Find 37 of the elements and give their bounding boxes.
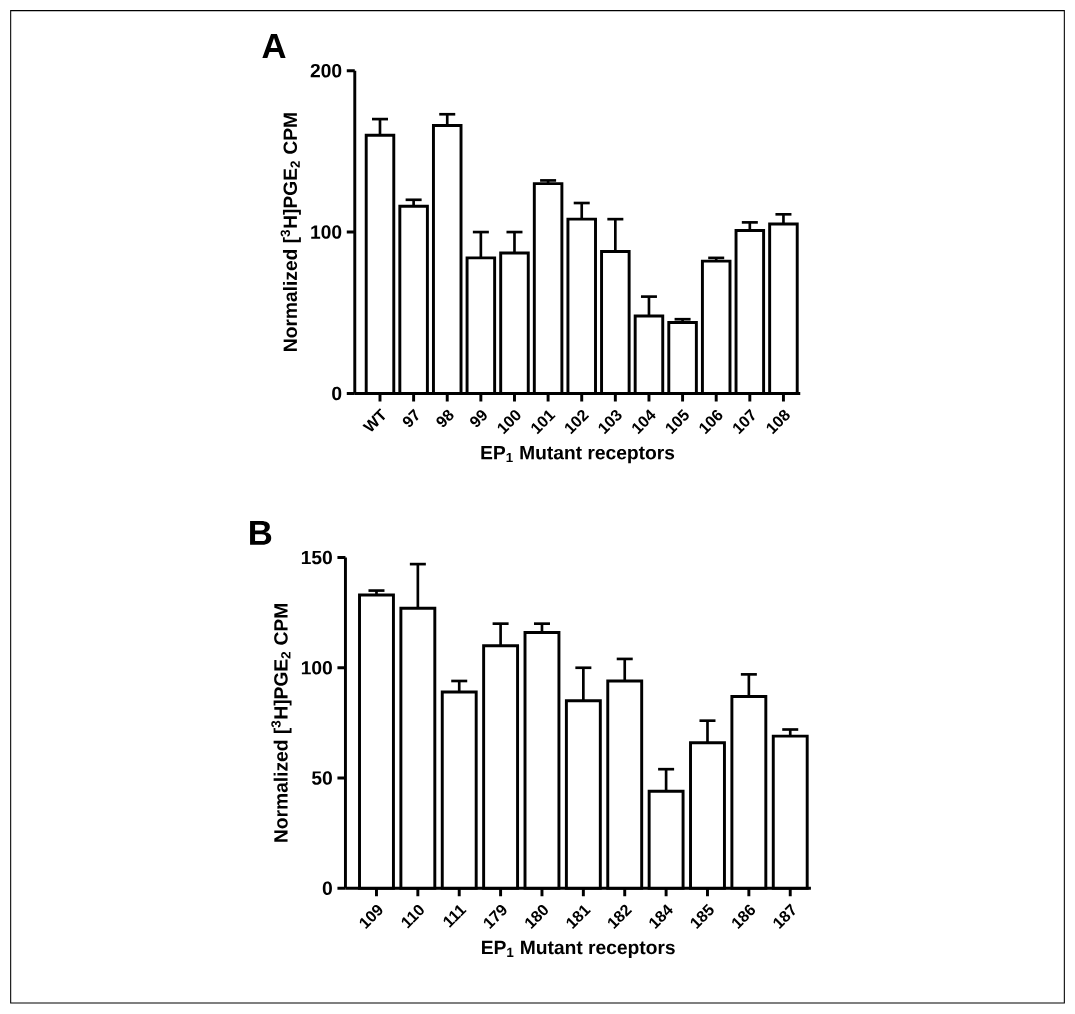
x-tick-label: 185: [690, 904, 714, 930]
x-tick-label: 101: [531, 410, 556, 435]
x-tick-label: 104: [632, 409, 656, 435]
x-tick-label: 99: [470, 410, 487, 428]
x-tick-label: 106: [699, 410, 723, 435]
x-tick-label: WT: [362, 408, 386, 432]
y-tick-label: 150: [301, 550, 332, 565]
x-tick-label: 103: [598, 410, 622, 435]
x-tick-label: 108: [766, 410, 790, 435]
y-axis-title: Normalized [$^{3}$H]PGE$_{2}$ CPM: [271, 604, 292, 842]
x-tick-label: 181: [566, 905, 591, 930]
x-tick-label: 97: [402, 408, 419, 428]
chart-title: A: [262, 34, 286, 59]
x-tick-label: 180: [525, 905, 548, 930]
x-tick-label: 187: [773, 903, 796, 930]
x-tick-label: 102: [564, 410, 590, 435]
x-axis-title: EP$_{1}$ Mutant receptors: [481, 446, 675, 464]
y-tick-label: 0: [322, 881, 332, 896]
y-axis-title: Normalized [$^{3}$H]PGE$_{2}$ CPM: [280, 113, 301, 352]
y-tick-label: 100: [311, 225, 342, 240]
x-tick-label: 186: [732, 904, 756, 930]
x-tick-label: 100: [497, 410, 521, 435]
x-tick-label: 105: [665, 409, 689, 435]
y-tick-label: 50: [311, 771, 332, 785]
y-tick-label: 200: [310, 64, 342, 78]
x-tick-label: 184: [649, 904, 673, 930]
x-tick-label: 107: [733, 408, 755, 435]
x-tick-label: 98: [436, 410, 454, 428]
x-tick-label: 179: [483, 905, 507, 930]
chart-title: B: [250, 521, 272, 545]
x-axis-title: EP$_{1}$ Mutant receptors: [482, 940, 675, 959]
x-tick-label: 110: [401, 905, 424, 929]
y-tick-label: 100: [301, 661, 332, 675]
y-tick-label: 0: [332, 386, 342, 401]
x-tick-label: 109: [359, 905, 383, 930]
x-tick-label: 111: [443, 905, 467, 928]
x-tick-label: 182: [608, 904, 633, 930]
